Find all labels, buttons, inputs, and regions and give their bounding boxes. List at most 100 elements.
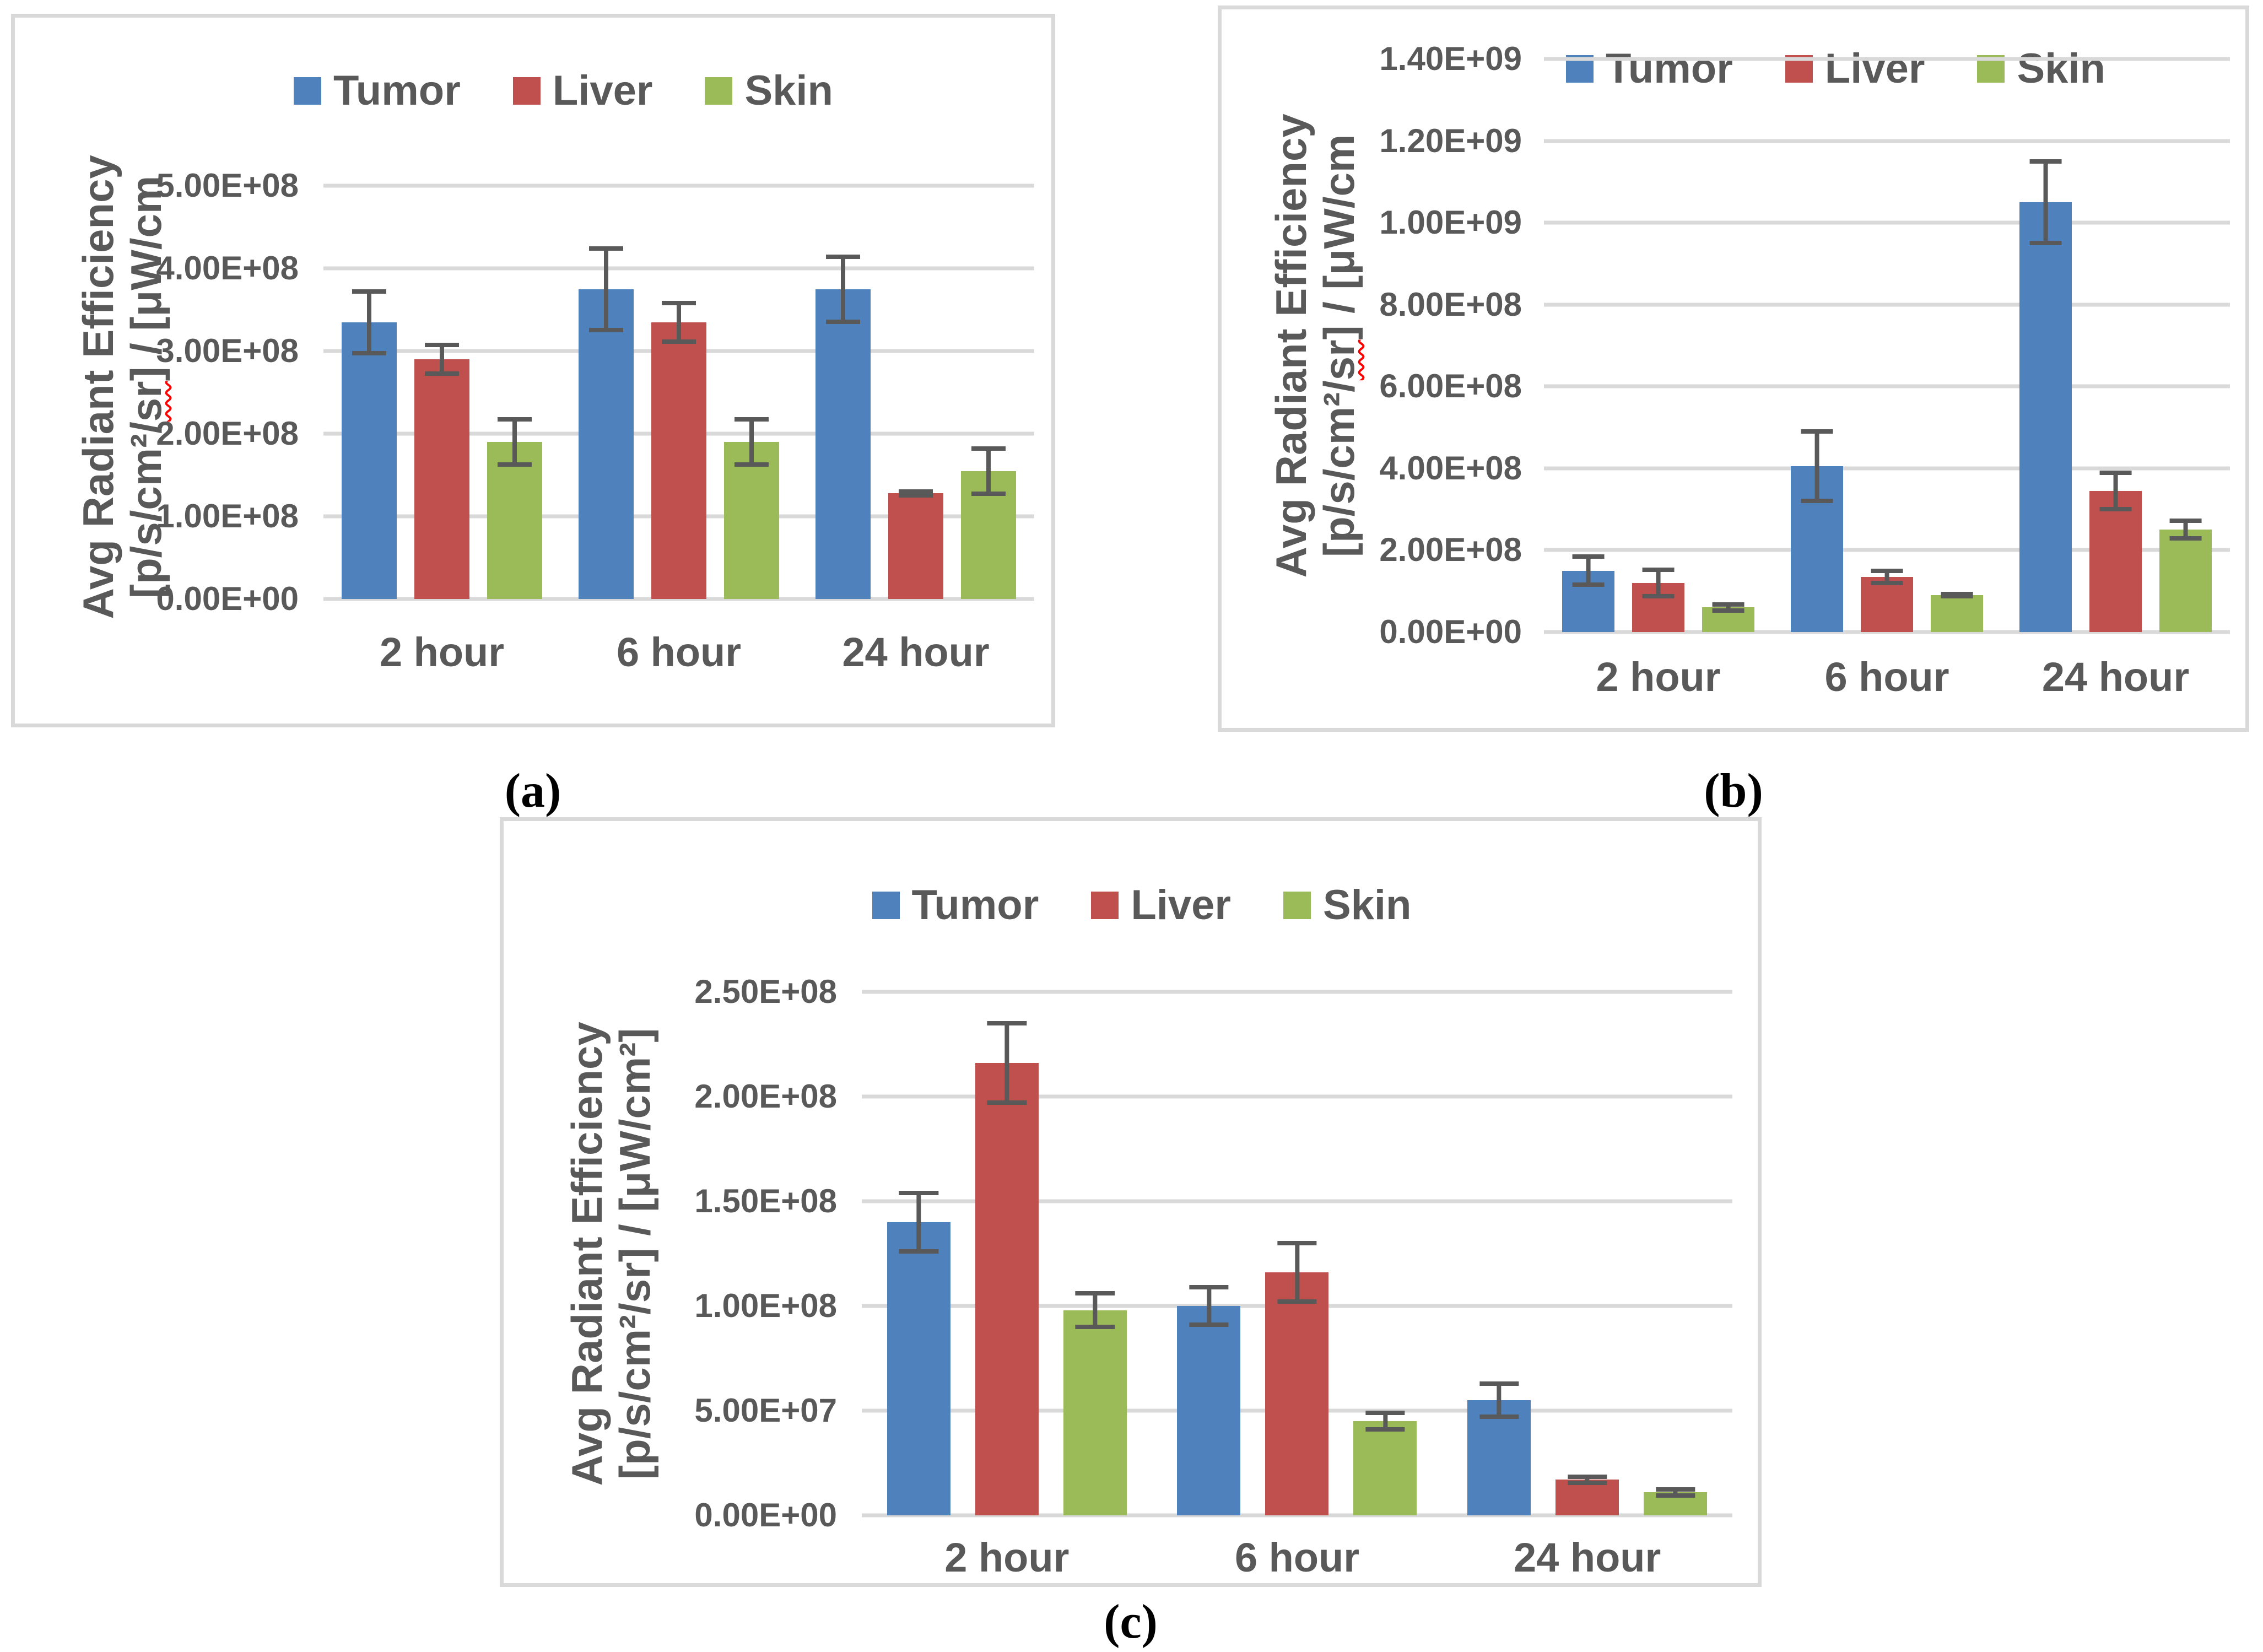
y-axis-ticks-b: 0.00E+00 2.00E+08 4.00E+08 6.00E+08 8.00E+08… bbox=[1315, 42, 1536, 649]
plot-area-c bbox=[862, 990, 1732, 1518]
error-bar-tumor-6hour bbox=[589, 246, 623, 332]
error-cap-bottom bbox=[1277, 1299, 1317, 1304]
error-bar-tumor-6hour bbox=[1189, 1285, 1229, 1327]
legend-label-liver: Liver bbox=[1131, 882, 1231, 928]
legend-item-liver: Liver bbox=[512, 67, 653, 114]
bar-cell bbox=[1562, 59, 1614, 632]
bar-cell bbox=[2019, 59, 2072, 632]
error-bar-liver-2hour bbox=[987, 1021, 1027, 1105]
gridline bbox=[862, 1199, 1732, 1203]
error-bar-tumor-2hour bbox=[899, 1191, 938, 1254]
error-cap-bottom bbox=[1656, 1493, 1695, 1498]
bar-group-6hour bbox=[1152, 992, 1443, 1515]
bar-cell bbox=[961, 186, 1016, 599]
bar-tumor-2hour bbox=[342, 322, 397, 599]
bar-tumor-24hour bbox=[815, 289, 871, 599]
bar-liver-6hour bbox=[1265, 1272, 1329, 1515]
error-stem bbox=[2113, 470, 2118, 511]
error-stem bbox=[1004, 1021, 1009, 1105]
bar-group-2hour bbox=[862, 992, 1152, 1515]
error-bar-skin-6hour bbox=[734, 417, 769, 467]
error-bar-liver-2hour bbox=[1642, 567, 1675, 599]
bar-tumor-6hour bbox=[579, 289, 634, 599]
error-stem bbox=[2183, 519, 2188, 541]
legend-swatch-liver-icon bbox=[1091, 892, 1119, 919]
bar-cell bbox=[1702, 59, 1754, 632]
legend-b: Tumor Liver Skin bbox=[1566, 48, 2105, 90]
error-bar-tumor-24hour bbox=[2029, 159, 2062, 245]
legend-item-tumor: Tumor bbox=[294, 70, 461, 112]
error-bar-liver-24hour bbox=[2099, 470, 2132, 511]
bar-tumor-6hour bbox=[1177, 1306, 1241, 1515]
error-cap-bottom bbox=[1568, 1480, 1607, 1485]
bar-skin-2hour bbox=[1063, 1310, 1127, 1515]
y-tick-label: 5.00E+08 bbox=[156, 167, 299, 204]
x-tick-label: 2 hour bbox=[379, 629, 505, 675]
error-bar-liver-24hour bbox=[899, 489, 933, 498]
x-tick-label: 6 hour bbox=[1234, 1535, 1360, 1580]
error-bar-skin-24hour bbox=[2169, 519, 2202, 541]
plot-area-a bbox=[323, 183, 1034, 601]
error-stem bbox=[677, 300, 681, 344]
error-cap-bottom bbox=[1642, 594, 1675, 599]
gridline bbox=[1544, 466, 2230, 471]
error-cap-bottom bbox=[589, 327, 623, 332]
y-tick-label: 4.00E+08 bbox=[1379, 449, 1522, 487]
chart-panel-b: Tumor Liver Skin Avg Radiant Efficiency … bbox=[1218, 6, 2249, 732]
legend-label-liver: Liver bbox=[1824, 45, 1925, 92]
y-tick-label: 2.00E+08 bbox=[694, 1078, 837, 1115]
legend-swatch-liver-icon bbox=[512, 77, 541, 105]
y-tick-label: 1.50E+08 bbox=[694, 1183, 837, 1219]
legend-c: Tumor Liver Skin bbox=[526, 884, 1758, 926]
error-stem bbox=[986, 446, 991, 496]
y-tick-label: 6.00E+08 bbox=[1379, 368, 1522, 405]
legend-label-tumor: Tumor bbox=[911, 882, 1039, 928]
gridline bbox=[1544, 220, 2230, 225]
error-bar-skin-6hour bbox=[1365, 1411, 1405, 1432]
error-cap-bottom bbox=[1801, 499, 1833, 503]
error-bar-liver-24hour bbox=[1568, 1474, 1607, 1485]
legend-item-liver: Liver bbox=[1091, 884, 1231, 926]
error-bar-tumor-6hour bbox=[1801, 429, 1833, 503]
error-cap-bottom bbox=[734, 462, 769, 467]
error-bar-tumor-2hour bbox=[352, 289, 386, 355]
bar-group-24hour bbox=[797, 186, 1034, 599]
legend-a: Tumor Liver Skin bbox=[75, 70, 1051, 112]
error-bar-liver-6hour bbox=[1277, 1241, 1317, 1304]
caption-c: (c) bbox=[1104, 1595, 1158, 1649]
legend-swatch-skin-icon bbox=[1283, 892, 1311, 919]
error-bar-tumor-24hour bbox=[1479, 1381, 1519, 1419]
gridline bbox=[862, 1513, 1732, 1518]
bar-cell bbox=[815, 186, 871, 599]
bar-tumor-24hour bbox=[2019, 202, 2072, 632]
error-bar-liver-6hour bbox=[1871, 568, 1903, 585]
x-tick-label: 6 hour bbox=[1824, 654, 1949, 700]
error-cap-bottom bbox=[425, 371, 459, 376]
gridline bbox=[1544, 384, 2230, 388]
bar-cell bbox=[1467, 992, 1531, 1515]
error-stem bbox=[1093, 1291, 1098, 1329]
bar-group-24hour bbox=[1442, 992, 1732, 1515]
bar-cell bbox=[1353, 992, 1417, 1515]
legend-label-liver: Liver bbox=[552, 67, 653, 114]
error-cap-bottom bbox=[899, 493, 933, 498]
error-cap-bottom bbox=[1189, 1322, 1229, 1327]
bar-cell bbox=[975, 992, 1039, 1515]
error-cap-bottom bbox=[1941, 594, 1973, 599]
gridline bbox=[323, 266, 1034, 271]
error-stem bbox=[604, 246, 608, 332]
bar-cell bbox=[888, 186, 943, 599]
y-tick-label: 0.00E+00 bbox=[694, 1497, 837, 1534]
error-cap-bottom bbox=[2029, 241, 2062, 245]
bar-cell bbox=[1931, 59, 1983, 632]
gridline bbox=[1544, 57, 2230, 61]
bar-cell bbox=[1265, 992, 1329, 1515]
error-bar-skin-6hour bbox=[1941, 592, 1973, 599]
error-bar-tumor-24hour bbox=[826, 254, 860, 324]
error-bar-skin-24hour bbox=[971, 446, 1006, 496]
error-stem bbox=[440, 343, 444, 376]
error-stem bbox=[749, 417, 754, 467]
bar-cell bbox=[579, 186, 634, 599]
bar-skin-2hour bbox=[487, 442, 542, 599]
bar-liver-24hour bbox=[2089, 490, 2142, 632]
